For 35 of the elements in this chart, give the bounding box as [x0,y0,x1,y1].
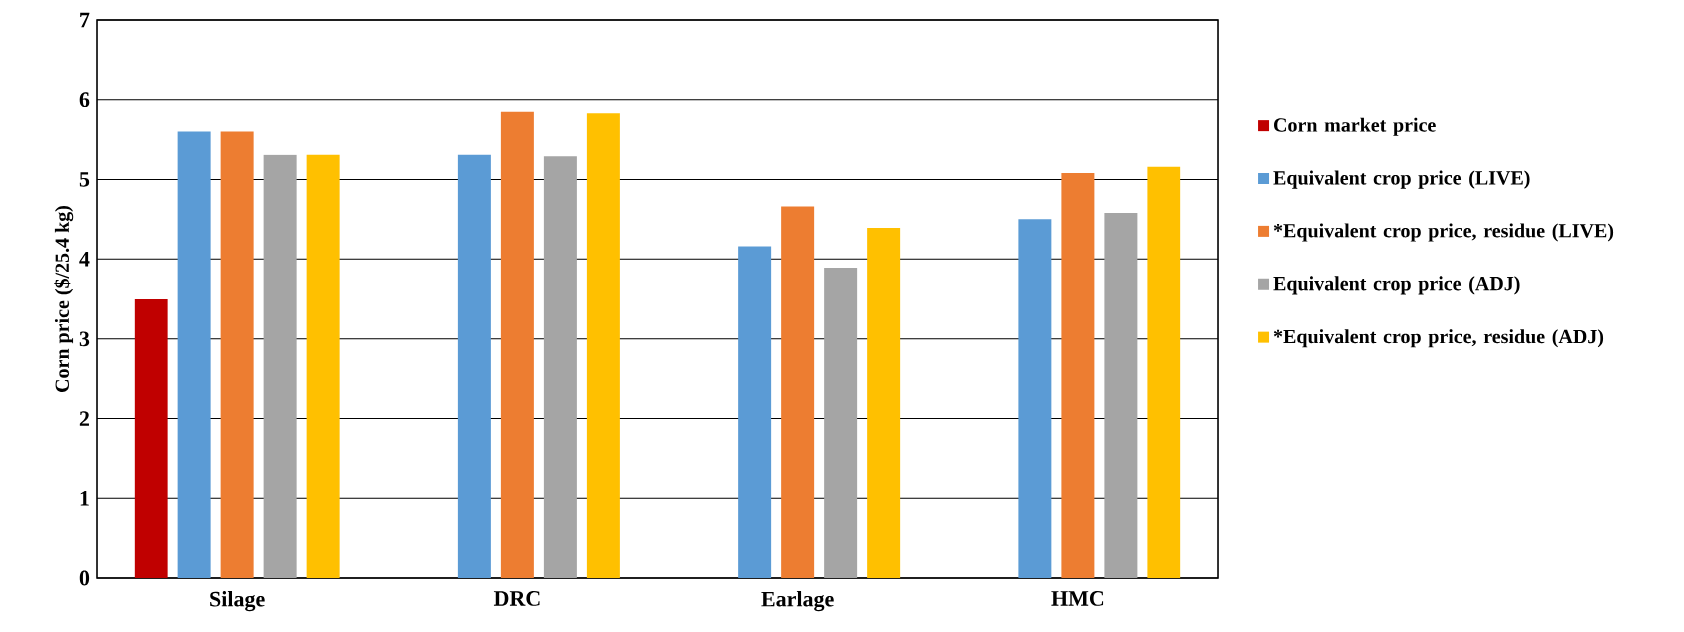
bar [867,228,901,578]
bar [1018,219,1052,578]
legend-label: *Equivalent crop price, residue (LIVE) [1273,223,1614,242]
y-tick-label: 2 [79,411,89,426]
bar [586,113,620,578]
bar [781,206,815,578]
y-axis-title: Corn price ($/25.4 kg) [54,206,74,392]
x-tick-label: Earlage [761,591,834,612]
bar [177,131,211,578]
y-tick-label: 6 [79,92,90,108]
y-tick-label: 1 [80,491,89,506]
legend-label: Equivalent crop price (ADJ) [1273,276,1520,295]
bar [738,246,772,578]
bar [263,154,297,578]
y-tick-label: 7 [80,12,90,28]
y-tick-label: 0 [79,570,90,586]
bar [306,154,340,578]
bar [220,131,254,578]
y-tick-label: 3 [79,331,90,347]
bar [500,111,534,578]
bar [1104,212,1138,578]
bar [457,154,491,578]
x-tick-label: HMC [1051,591,1104,606]
bar [134,299,168,578]
x-tick-label: DRC [493,591,540,606]
legend-label: Equivalent crop price (LIVE) [1273,170,1530,189]
bar [824,267,858,578]
legend-label: *Equivalent crop price, residue (ADJ) [1273,329,1604,348]
bar [1147,166,1181,578]
x-tick-label: Silage [210,591,265,612]
bar [1061,173,1095,578]
legend-label: Corn market price [1274,117,1436,136]
bar [543,156,577,578]
y-tick-label: 4 [79,251,90,267]
y-tick-label: 5 [79,172,90,187]
